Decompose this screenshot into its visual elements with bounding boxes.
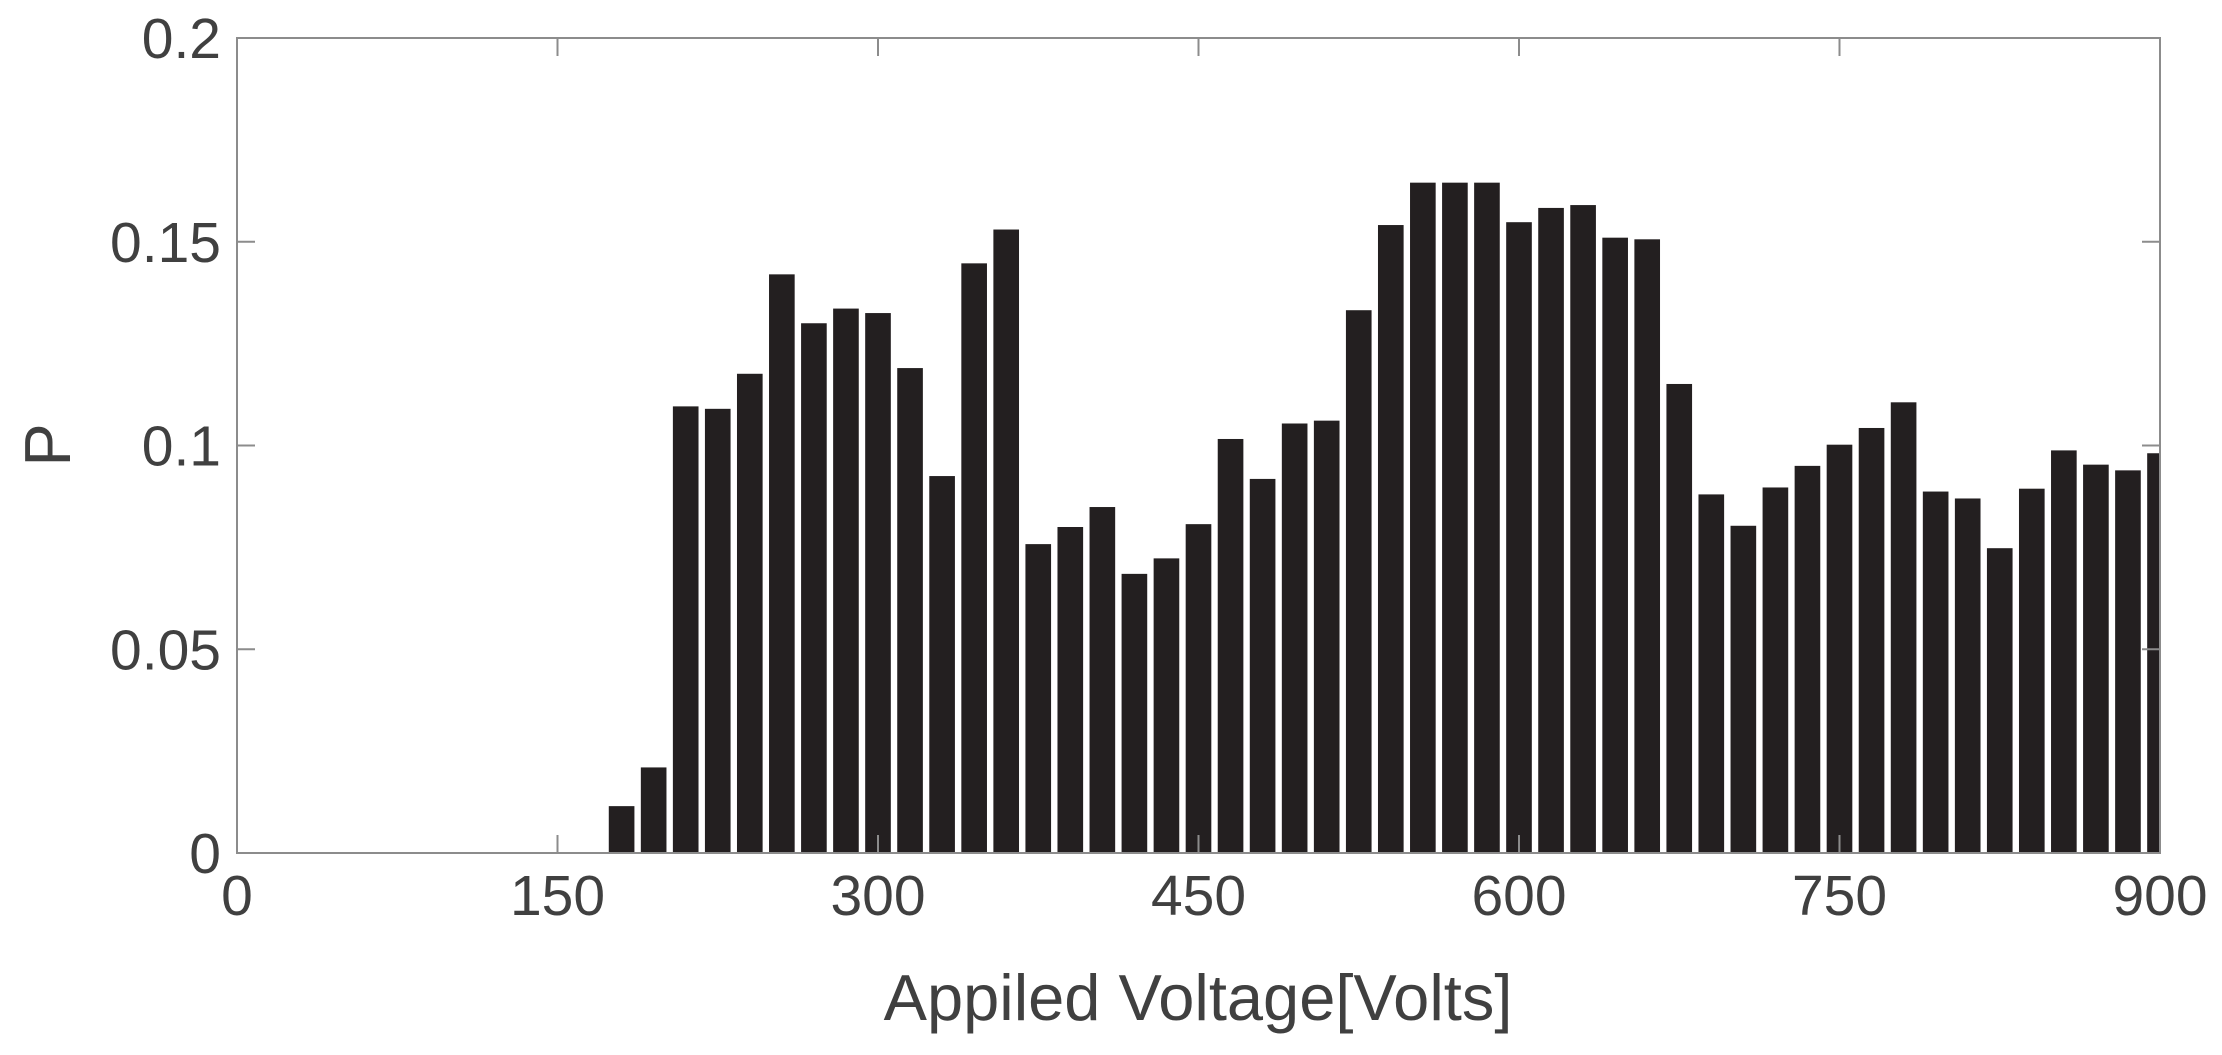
bar [1538, 207, 1564, 853]
bar [1634, 239, 1661, 853]
bar [2115, 470, 2141, 853]
x-axis-label: Appiled Voltage[Volts] [884, 961, 1513, 1034]
x-tick-label: 0 [221, 864, 253, 928]
bar [704, 408, 731, 853]
x-tick-label: 150 [510, 864, 605, 928]
bar [1377, 225, 1404, 853]
bar [1666, 383, 1693, 853]
bars [608, 182, 2160, 853]
bar [1185, 524, 1212, 853]
y-tick-label: 0.1 [142, 415, 221, 479]
bar [865, 313, 891, 853]
y-tick-label: 0.05 [110, 618, 221, 682]
bar [801, 323, 827, 853]
bar [2147, 453, 2160, 853]
bar [2083, 464, 2109, 853]
bar [1442, 182, 1468, 853]
y-tick-label: 0.15 [110, 211, 221, 275]
x-tick-label: 900 [2112, 864, 2207, 928]
bar [833, 308, 859, 853]
bar [1249, 478, 1276, 853]
bar [1313, 420, 1340, 853]
bar [929, 476, 955, 853]
bar [1217, 438, 1244, 853]
bar [1281, 423, 1308, 853]
bar [2018, 488, 2045, 853]
bar [1345, 310, 1372, 853]
x-tick-label: 600 [1471, 864, 1566, 928]
bar [961, 263, 987, 853]
bar [1826, 444, 1853, 853]
x-tick-label: 450 [1151, 864, 1246, 928]
bar [1410, 182, 1436, 853]
bar [897, 368, 923, 853]
bar [769, 274, 795, 853]
bar [2051, 450, 2077, 853]
bar [1890, 402, 1917, 853]
bar [1057, 527, 1084, 853]
bar [1730, 525, 1757, 853]
bar [1570, 205, 1596, 853]
bar [1858, 427, 1885, 853]
bar [736, 373, 763, 853]
bar [1025, 544, 1052, 853]
y-tick-label: 0 [189, 822, 221, 886]
y-axis-label: P [11, 423, 84, 466]
bar [1474, 182, 1500, 853]
bar [1089, 507, 1116, 853]
bar [1698, 494, 1725, 853]
bar [1602, 237, 1628, 853]
bar [640, 767, 667, 853]
x-tick-label: 300 [830, 864, 925, 928]
bar [1922, 491, 1949, 853]
bar [1762, 487, 1789, 853]
x-tick-label: 750 [1792, 864, 1887, 928]
bar [1986, 548, 2013, 853]
bar [1506, 222, 1532, 853]
bar [1153, 558, 1180, 853]
bar [672, 406, 699, 853]
bar [993, 229, 1020, 853]
bar [1794, 465, 1821, 853]
bar [1954, 498, 1981, 853]
bar [1121, 573, 1148, 853]
bar [608, 806, 635, 853]
y-tick-label: 0.2 [142, 7, 221, 71]
